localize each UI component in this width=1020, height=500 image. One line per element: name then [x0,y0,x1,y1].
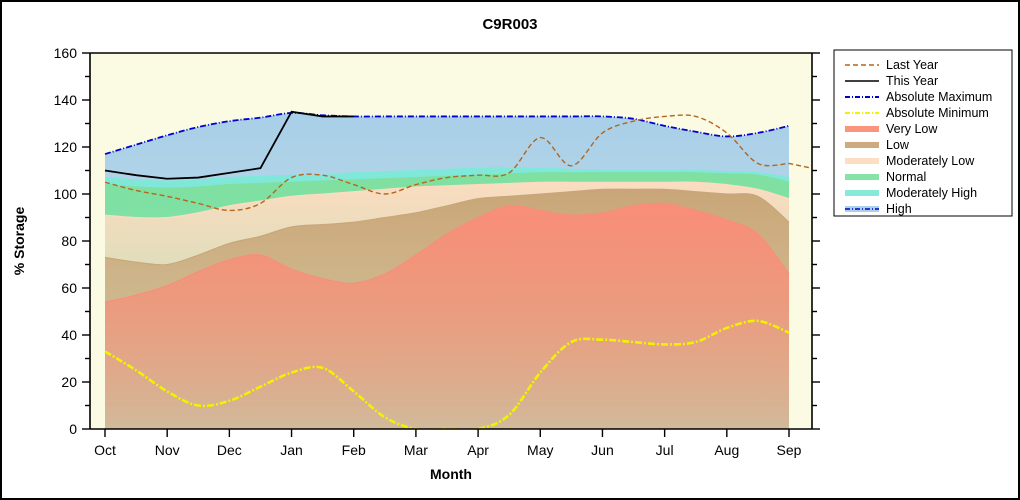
legend-label: This Year [886,74,938,88]
x-tick-label-nov: Nov [155,442,180,458]
x-tick-label-may: May [527,442,553,458]
x-tick-label-sep: Sep [777,442,802,458]
x-axis-label: Month [430,466,472,482]
x-tick-label-dec: Dec [217,442,242,458]
page-title: C9R003 [482,16,537,33]
band-edge-low [104,188,790,266]
legend-label: Absolute Maximum [886,90,992,104]
band-edge-moderately-high [104,167,790,182]
band-edge-normal [104,172,790,189]
y-tick-label: 120 [54,139,78,155]
x-tick-label-jul: Jul [656,442,674,458]
legend-label: Low [886,138,910,152]
y-tick-label: 0 [69,421,77,437]
legend-label: Very Low [886,122,938,136]
legend-item-last-year[interactable]: Last Year [845,58,938,72]
legend-label: Moderately High [886,186,977,200]
x-tick-label-mar: Mar [404,442,428,458]
y-tick-label: 140 [54,92,78,108]
legend-item-low[interactable]: Low [845,138,910,152]
legend-label: Last Year [886,58,938,72]
x-tick-label-jun: Jun [591,442,614,458]
x-tick-label-oct: Oct [94,442,116,458]
x-tick-label-feb: Feb [342,442,366,458]
y-axis-label: % Storage [11,207,27,276]
legend-label: Moderately Low [886,154,975,168]
band-edge-very-low [104,202,790,303]
series-absolute-maximum [104,111,790,155]
x-tick-label-aug: Aug [714,442,739,458]
legend-label: Normal [886,170,926,184]
legend-item-high[interactable]: High [845,202,912,216]
y-tick-label: 100 [54,186,78,202]
legend-item-moderately-low[interactable]: Moderately Low [845,154,975,168]
axes: 0 20 40 60 80 100 120 140 160 Oct Nov Dec Jan Feb Mar A… [54,45,820,458]
legend-label: High [886,202,912,216]
legend-item-absolute-minimum[interactable]: Absolute Minimum [845,106,989,120]
legend-panel [833,49,1013,217]
legend-item-absolute-maximum[interactable]: Absolute Maximum [845,90,992,104]
series-absolute-minimum [104,319,790,429]
x-tick-label-jan: Jan [280,442,303,458]
legend-item-moderately-high[interactable]: Moderately High [845,186,977,200]
x-tick-label-apr: Apr [467,442,489,458]
y-tick-label: 160 [54,45,78,61]
series-lines [104,110,812,429]
legend-item-very-low[interactable]: Very Low [845,122,938,136]
y-tick-label: 60 [61,280,77,296]
band-edge-moderately-low [104,181,790,219]
band-very-low [105,203,789,429]
legend-item-this-year[interactable]: This Year [845,74,938,88]
series-this-year [104,110,354,180]
percentile-bands [104,112,790,429]
legend-label: Absolute Minimum [886,106,989,120]
y-tick-label: 40 [61,327,77,343]
y-tick-label: 20 [61,374,77,390]
legend-item-normal[interactable]: Normal [845,170,926,184]
series-last-year [104,114,812,212]
legend-entries: Last Year This Year Absolute Maximum Absolu… [845,58,992,216]
y-tick-label: 80 [61,233,77,249]
